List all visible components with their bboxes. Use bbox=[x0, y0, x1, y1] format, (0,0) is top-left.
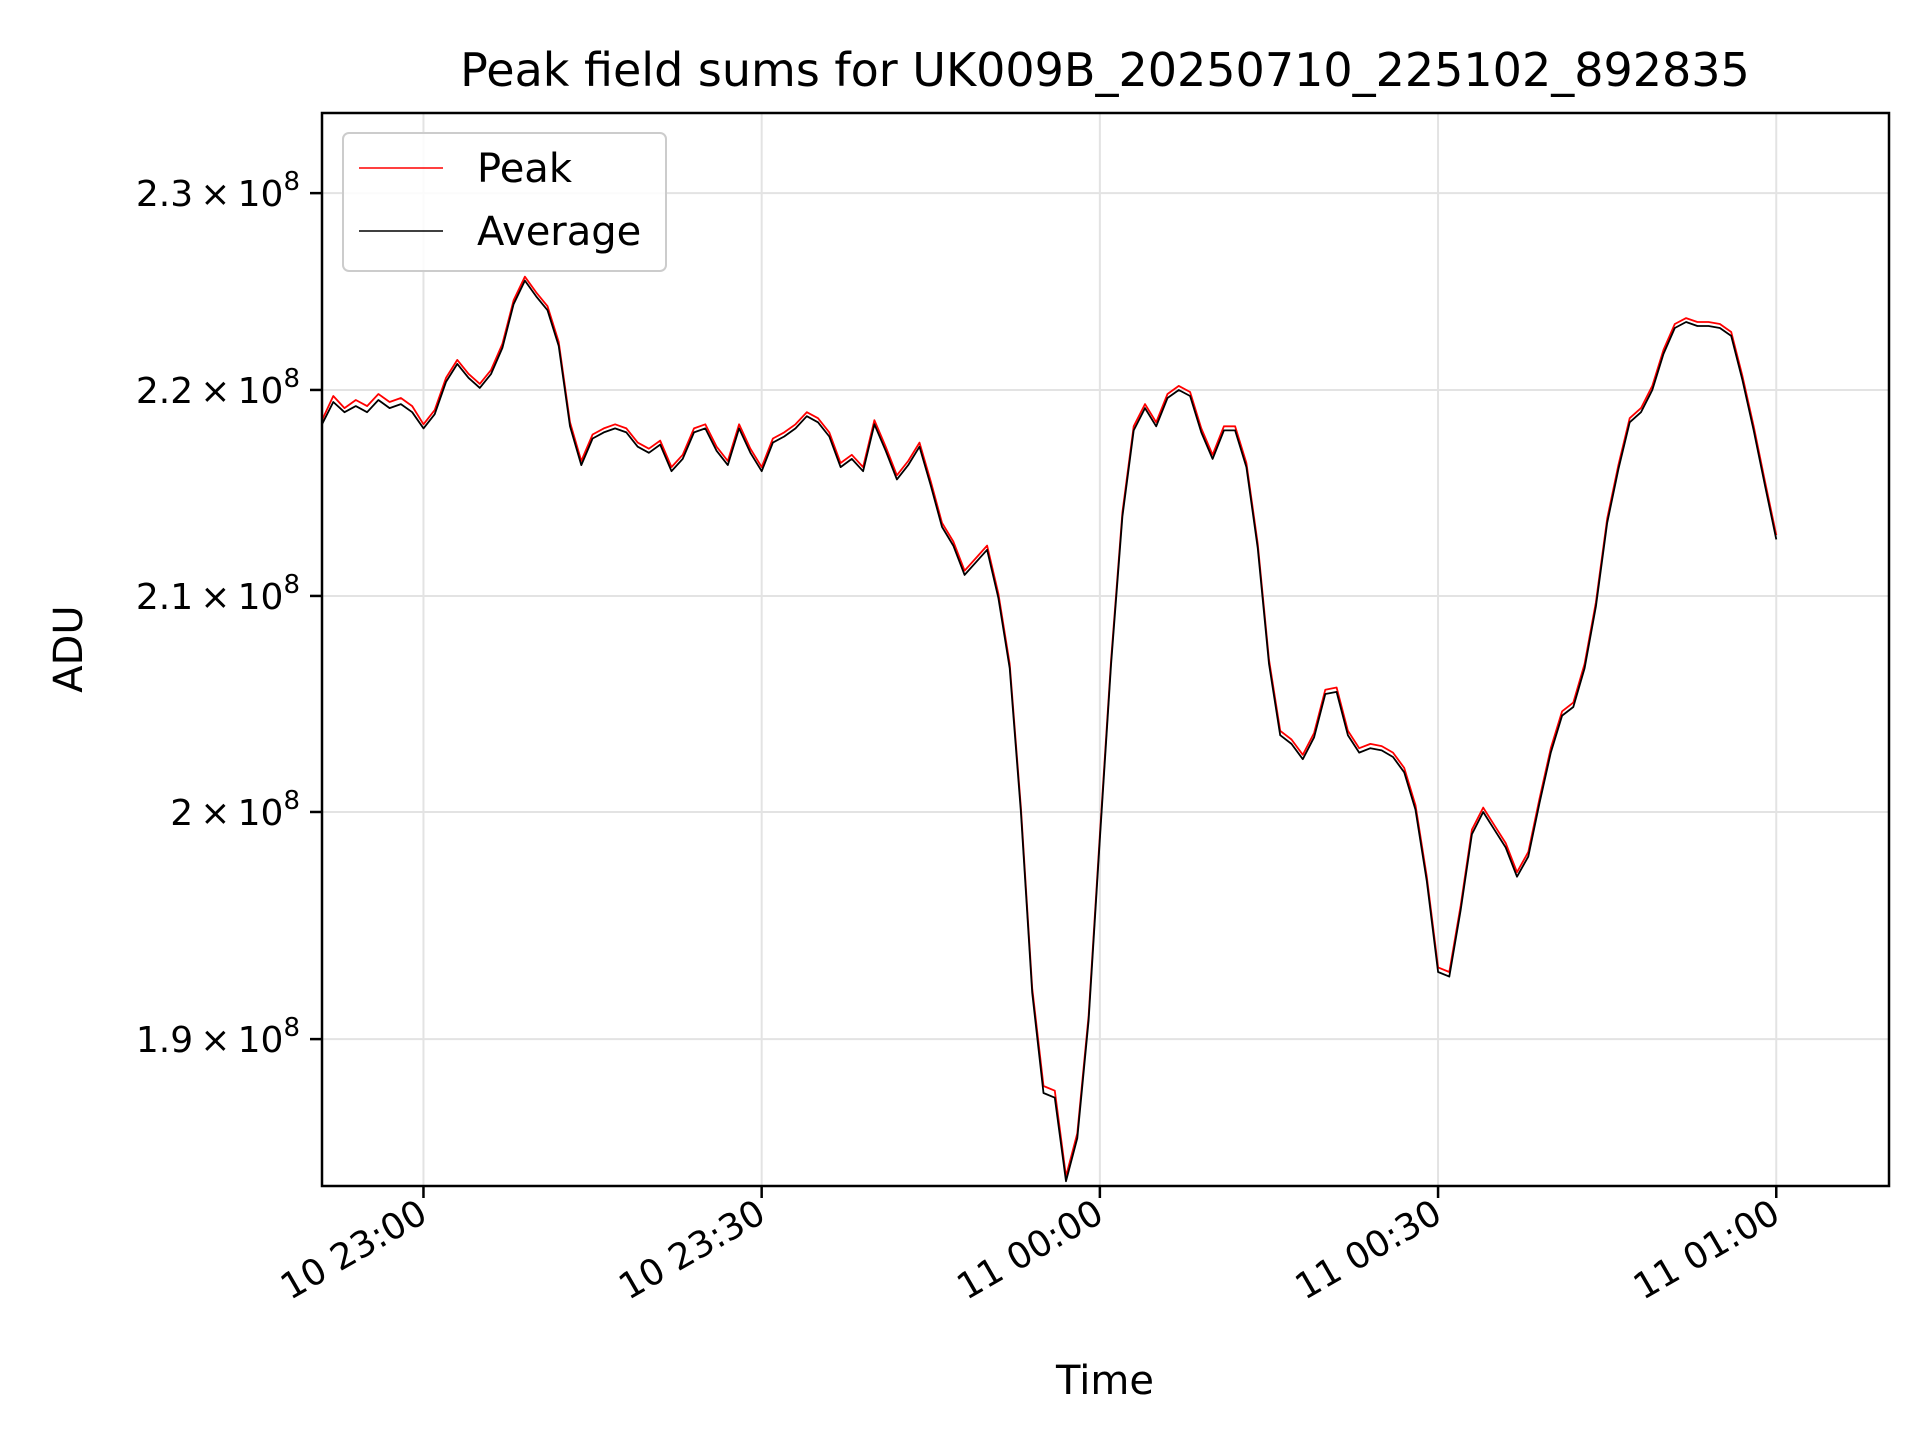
y-axis-label: ADU bbox=[46, 605, 92, 692]
y-tick-label: 2.3 × 108 bbox=[136, 167, 300, 215]
y-axis: 1.9 × 108 2 × 108 2.1 × 108 2.2 × 108 2.3 × … bbox=[136, 167, 322, 1061]
legend-label-peak: Peak bbox=[477, 146, 573, 192]
plot-frame bbox=[320, 111, 1891, 1188]
x-axis-label: Time bbox=[1055, 1358, 1154, 1404]
grid bbox=[322, 113, 1889, 1186]
y-tick-label: 2.2 × 108 bbox=[136, 364, 300, 412]
y-tick-label: 2 × 108 bbox=[170, 786, 300, 834]
series-line-average bbox=[322, 279, 1778, 1183]
legend: Peak Average bbox=[342, 132, 667, 272]
y-tick-label: 2.1 × 108 bbox=[136, 570, 300, 618]
plot-area bbox=[322, 275, 1778, 1183]
chart-title: Peak field sums for UK009B_20250710_2251… bbox=[460, 43, 1750, 97]
y-tick-label: 1.9 × 108 bbox=[136, 1013, 300, 1061]
legend-label-average: Average bbox=[477, 209, 641, 255]
